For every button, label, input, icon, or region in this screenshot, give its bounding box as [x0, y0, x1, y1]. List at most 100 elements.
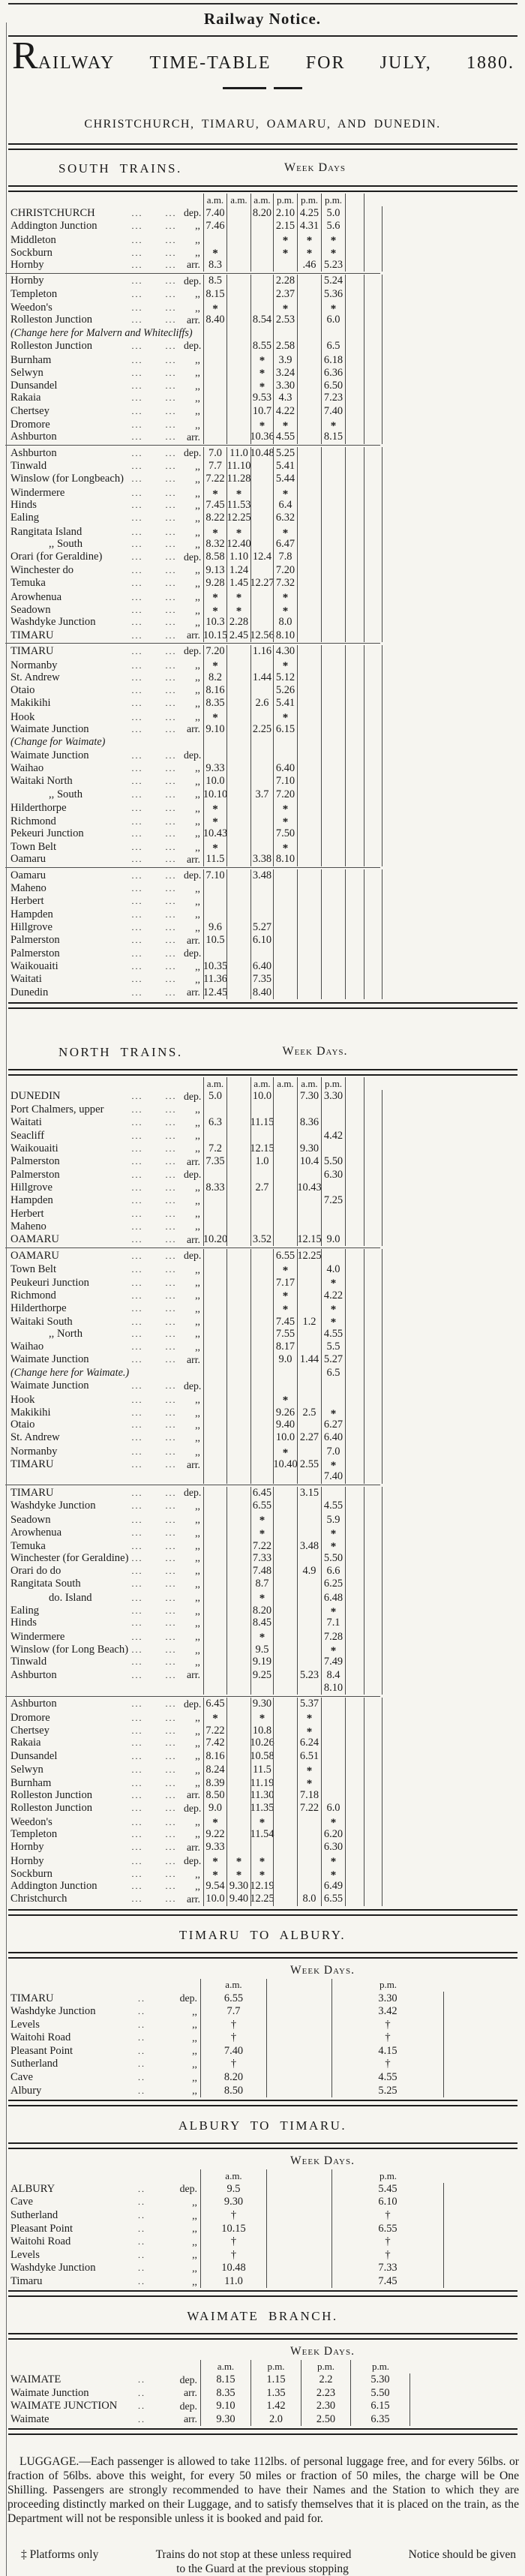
table-row: Seadown......,, * 5.9: [5, 1511, 525, 1529]
table-row: Hornby...... arr. 8.3.46 5.23: [5, 258, 525, 272]
dep-arr-mark: arr.: [186, 986, 200, 998]
time-cell: *: [203, 299, 226, 317]
time-cell: [321, 827, 345, 840]
time-cell: [226, 920, 250, 935]
table-row: Rolleston Junction...... dep. 9.0 11.35 7.22…: [5, 1801, 525, 1815]
time-cell: 8.45: [250, 1617, 273, 1630]
station-name: ,, North: [49, 1327, 82, 1340]
time-cell: [364, 1827, 382, 1841]
table-row: Sockburn......,, * * * *: [5, 244, 525, 262]
time-cell: *: [297, 1709, 321, 1727]
time-cell: [273, 934, 297, 947]
time-cell: *: [321, 1813, 345, 1831]
time-cell: [226, 1681, 250, 1695]
time-cell: [226, 233, 250, 248]
dep-arr-mark: ,,: [195, 288, 200, 300]
station-name: Chertsey: [10, 404, 50, 417]
double-rule: [8, 1951, 518, 1959]
station-name: Palmerston: [10, 934, 60, 947]
station-name: Rangitata Island: [10, 526, 82, 539]
station-name: Cave: [10, 2071, 33, 2084]
time-cell: [345, 1893, 364, 1906]
station-name: Otaio: [10, 1419, 35, 1431]
station-name: TIMARU: [10, 1458, 54, 1471]
time-cell: [273, 1656, 297, 1669]
station-name: Waikouaiti: [10, 960, 58, 973]
time-cell: [345, 869, 364, 882]
time-cell: 3.48: [250, 869, 273, 882]
time-cell: 9.22: [203, 1827, 226, 1841]
time-cell: [203, 378, 226, 394]
table-row: Waimate.. arr. 9.30 2.0 2.50 6.35: [5, 2412, 525, 2427]
time-cell: *: [273, 1261, 297, 1279]
time-cell: [345, 761, 364, 776]
time-cell: 8.10: [321, 1681, 345, 1695]
time-cell: 2.37: [273, 287, 297, 301]
column-header-row: a.m. p.m.: [5, 2169, 525, 2183]
dep-arr-mark: ,,: [195, 1880, 200, 1892]
time-cell: [345, 1681, 364, 1695]
time-cell: [297, 1392, 321, 1408]
time-cell: [250, 814, 273, 830]
time-cell: [364, 1551, 382, 1565]
time-cell: [321, 1698, 345, 1711]
table-row: TIMARU...... arr. 10.15 2.45 12.56 8.10: [5, 629, 525, 642]
station-name: Waimate Junction: [10, 749, 89, 761]
time-cell: 6.55: [200, 1992, 266, 2005]
time-cell: 7.42: [203, 1737, 226, 1750]
station-name: Richmond: [10, 1289, 56, 1302]
time-cell: [364, 1525, 382, 1541]
station-name: Hornby: [10, 1854, 44, 1867]
time-cell: [345, 947, 364, 960]
dep-arr-mark: ,,: [195, 1263, 200, 1275]
time-cell: 7.40: [321, 404, 345, 418]
time-cell: [345, 1392, 364, 1408]
time-cell: 7.22: [203, 473, 226, 486]
station-name: Waitaki South: [10, 1315, 73, 1328]
time-cell: [226, 947, 250, 960]
time-cell: 1.2: [297, 1314, 321, 1330]
time-cell: 8.20: [250, 206, 273, 220]
time-cell: [364, 1737, 382, 1750]
double-rule: [8, 2290, 518, 2298]
time-cell: [345, 1340, 364, 1354]
dep-arr-mark: ,,: [192, 2071, 197, 2083]
time-cell: [364, 671, 382, 684]
time-cell: 11.53: [226, 498, 251, 512]
time-cell: [250, 683, 273, 698]
time-cell: *: [297, 231, 321, 249]
time-cell: [321, 658, 345, 674]
time-cell: [321, 629, 345, 642]
time-cell: 11.19: [250, 1776, 274, 1791]
time-cell: [226, 1444, 250, 1460]
time-cell: 8.15: [200, 2373, 250, 2387]
time-cell: [321, 1723, 345, 1739]
time-cell: [364, 1249, 382, 1262]
time-cell: [250, 947, 273, 960]
time-cell: 2.23: [301, 2386, 350, 2400]
time-cell: 7.32: [273, 576, 297, 590]
time-cell: [364, 537, 382, 551]
time-cell: [273, 1366, 297, 1380]
time-cell: [266, 1992, 332, 2005]
station-name: Waihao: [10, 761, 44, 774]
station-name: Christchurch: [10, 1893, 68, 1905]
time-cell: 10.8: [250, 1723, 273, 1739]
time-cell: [321, 1379, 345, 1393]
time-cell: [297, 498, 321, 512]
station-name: Washdyke Junction: [10, 616, 96, 629]
dep-arr-mark: ,,: [192, 2235, 197, 2247]
time-cell: [364, 1723, 382, 1739]
time-cell: *: [273, 1443, 297, 1461]
station-name: Seadown: [10, 604, 51, 617]
time-cell: [203, 1129, 226, 1142]
time-cell: [364, 881, 382, 896]
time-cell: [297, 895, 321, 908]
time-cell: [321, 800, 345, 816]
time-cell: *: [273, 708, 297, 726]
time-cell: 8.0: [273, 616, 297, 629]
time-cell: [226, 1698, 250, 1711]
time-cell: [297, 1262, 321, 1277]
time-cell: 4.9: [297, 1564, 321, 1578]
col-header: a.m.: [226, 194, 250, 207]
